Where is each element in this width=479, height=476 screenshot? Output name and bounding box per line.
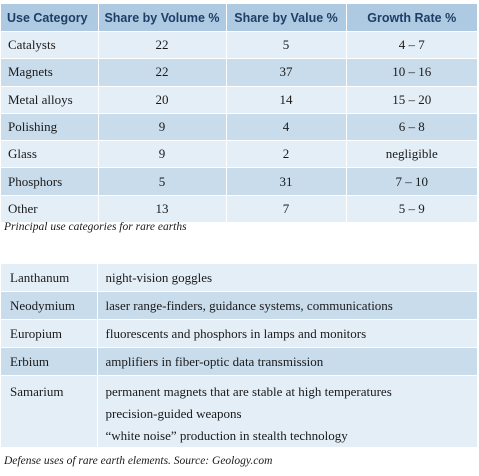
cell-growth: 4 – 7: [345, 30, 477, 59]
cell-volume: 13: [97, 194, 226, 223]
cell-value: 7: [225, 194, 346, 223]
element-name: Samarium: [10, 384, 64, 399]
table-row: Other 13 7 5 – 9: [1, 194, 477, 223]
cell-uses: night-vision goggles: [96, 263, 477, 292]
table-row: Erbium amplifiers in fiber-optic data tr…: [1, 347, 477, 376]
defense-uses-table: Lanthanum night-vision goggles Neodymium…: [1, 263, 477, 447]
table-row: Metal alloys 20 14 15 – 20: [1, 85, 477, 114]
cell-uses: laser range-finders, guidance systems, c…: [96, 291, 477, 320]
defense-table-caption: Defense uses of rare earth elements. Sou…: [4, 455, 273, 467]
use-line: night-vision goggles: [105, 270, 213, 285]
cell-element: Neodymium: [1, 291, 97, 320]
table-row: Phosphors 5 31 7 – 10: [1, 167, 477, 196]
use-line: permanent magnets that are stable at hig…: [105, 384, 392, 399]
cell-element: Lanthanum: [1, 263, 97, 292]
cell-growth: 6 – 8: [345, 112, 477, 141]
cell-value: 5: [225, 30, 346, 59]
cell-volume: 9: [97, 112, 226, 141]
cell-growth: negligible: [345, 140, 477, 168]
cell-growth: 15 – 20: [345, 85, 477, 114]
cell-value: 4: [225, 112, 346, 141]
cell-uses: permanent magnets that are stable at hig…: [96, 375, 477, 447]
table-row: Neodymium laser range-finders, guidance …: [1, 291, 477, 320]
table-row: Lanthanum night-vision goggles: [1, 263, 477, 292]
cell-volume: 5: [97, 167, 226, 196]
cell-growth: 5 – 9: [345, 194, 477, 223]
cell-element: Samarium: [1, 375, 97, 447]
cell-category: Other: [1, 194, 98, 223]
cell-category: Phosphors: [1, 167, 98, 196]
table-header-row: Use Category Share by Volume % Share by …: [1, 4, 477, 32]
table-row: Polishing 9 4 6 – 8: [1, 112, 477, 141]
table-row: Catalysts 22 5 4 – 7: [1, 30, 477, 59]
cell-volume: 9: [97, 140, 226, 168]
element-name: Neodymium: [10, 298, 75, 313]
cell-element: Europium: [1, 319, 97, 348]
header-growth-rate: Growth Rate %: [345, 4, 477, 32]
cell-category: Magnets: [1, 58, 98, 87]
cell-category: Catalysts: [1, 30, 98, 59]
table-row: Europium fluorescents and phosphors in l…: [1, 319, 477, 348]
cell-volume: 22: [97, 58, 226, 87]
table-row: Glass 9 2 negligible: [1, 140, 477, 168]
header-share-by-value: Share by Value %: [225, 4, 346, 32]
element-name: Europium: [10, 326, 62, 341]
cell-uses: fluorescents and phosphors in lamps and …: [96, 319, 477, 348]
element-name: Lanthanum: [10, 270, 70, 285]
table-row: Magnets 22 37 10 – 16: [1, 58, 477, 87]
use-line: amplifiers in fiber-optic data transmiss…: [105, 354, 324, 369]
use-line: laser range-finders, guidance systems, c…: [105, 298, 393, 313]
cell-volume: 22: [97, 30, 226, 59]
use-line: precision-guided weapons: [105, 406, 242, 421]
header-share-by-volume: Share by Volume %: [97, 4, 226, 32]
cell-value: 14: [225, 85, 346, 114]
element-name: Erbium: [10, 354, 49, 369]
cell-growth: 10 – 16: [345, 58, 477, 87]
cell-uses: amplifiers in fiber-optic data transmiss…: [96, 347, 477, 376]
cell-category: Polishing: [1, 112, 98, 141]
use-table-caption: Principal use categories for rare earths: [4, 221, 187, 233]
cell-element: Erbium: [1, 347, 97, 376]
header-use-category: Use Category: [1, 4, 98, 32]
cell-value: 2: [225, 140, 346, 168]
cell-volume: 20: [97, 85, 226, 114]
cell-category: Metal alloys: [1, 85, 98, 114]
use-categories-table: Use Category Share by Volume % Share by …: [1, 4, 477, 223]
use-line: “white noise” production in stealth tech…: [105, 428, 348, 443]
table-row: Samarium permanent magnets that are stab…: [1, 375, 477, 447]
use-line: fluorescents and phosphors in lamps and …: [105, 326, 367, 341]
cell-growth: 7 – 10: [345, 167, 477, 196]
cell-category: Glass: [1, 140, 98, 168]
cell-value: 31: [225, 167, 346, 196]
cell-value: 37: [225, 58, 346, 87]
